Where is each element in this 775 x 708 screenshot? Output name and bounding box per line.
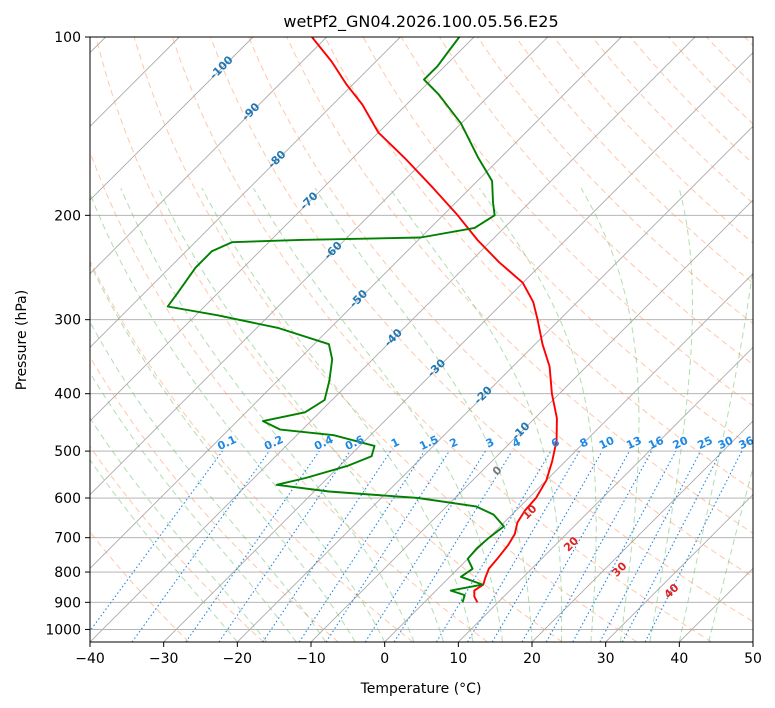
mixing-ratio-line bbox=[572, 450, 677, 642]
dewpoint-profile bbox=[166, 37, 505, 603]
mixing-ratio-line bbox=[491, 450, 603, 642]
moist-adiabat bbox=[120, 188, 415, 642]
isotherm-line bbox=[90, 37, 401, 348]
mixing-ratio-line bbox=[435, 450, 552, 642]
chart-title: wetPf2_GN04.2026.100.05.56.E25 bbox=[283, 12, 558, 32]
isotherm-line bbox=[605, 494, 753, 642]
isotherm-line bbox=[163, 52, 753, 642]
mixing-ratio-line bbox=[545, 450, 653, 642]
y-tick-label: 500 bbox=[54, 444, 81, 460]
y-tick-label: 600 bbox=[54, 491, 81, 507]
isotherm-line bbox=[90, 37, 327, 275]
mixing-ratio-line bbox=[325, 450, 450, 642]
mixing-ratio-line bbox=[393, 450, 513, 642]
dry-adiabat bbox=[248, 37, 753, 578]
isotherm-line bbox=[531, 420, 753, 642]
x-axis-label: Temperature (°C) bbox=[360, 681, 482, 697]
moist-adiabat bbox=[157, 187, 445, 642]
moist-adiabat bbox=[708, 465, 753, 642]
mixing-ratio-label: 10 bbox=[597, 434, 617, 452]
x-tick-label: −30 bbox=[149, 651, 179, 667]
y-tick-label: 400 bbox=[54, 387, 81, 403]
x-tick-label: 30 bbox=[597, 651, 615, 667]
mixing-ratio-line bbox=[218, 450, 351, 642]
moist-adiabat bbox=[479, 187, 597, 642]
isotherm-line bbox=[90, 37, 696, 642]
isotherm-line bbox=[90, 37, 254, 201]
x-tick-label: 0 bbox=[380, 651, 389, 667]
moist-adiabat bbox=[580, 187, 640, 642]
x-tick-label: −20 bbox=[223, 651, 253, 667]
mixing-ratio-label: 25 bbox=[695, 434, 714, 452]
x-tick-label: 50 bbox=[744, 651, 762, 667]
moist-adiabat bbox=[201, 187, 474, 642]
moist-adiabat bbox=[90, 321, 327, 642]
dry-adiabat bbox=[324, 37, 753, 491]
isotherm-line bbox=[90, 37, 548, 496]
x-tick-label: 20 bbox=[523, 651, 541, 667]
mixing-ratio-label: 30 bbox=[716, 434, 736, 452]
moist-adiabat bbox=[90, 459, 238, 642]
dry-adiabat bbox=[171, 37, 712, 642]
dry-adiabat bbox=[133, 37, 638, 642]
mixing-ratio-line bbox=[467, 450, 580, 642]
isotherm-line bbox=[752, 641, 753, 642]
y-tick-label: 300 bbox=[54, 313, 81, 329]
mixing-ratio-label: 13 bbox=[624, 434, 643, 452]
x-tick-label: 40 bbox=[670, 651, 688, 667]
x-tick-label: −10 bbox=[296, 651, 326, 667]
mixing-ratio-line bbox=[185, 450, 320, 642]
y-tick-label: 800 bbox=[54, 565, 81, 581]
x-tick-label: 10 bbox=[449, 651, 467, 667]
dry-adiabat bbox=[90, 356, 339, 642]
mixing-ratio-line bbox=[364, 450, 486, 642]
mixing-ratio-line bbox=[521, 450, 630, 642]
dry-adiabat bbox=[90, 445, 264, 642]
y-tick-label: 900 bbox=[54, 595, 81, 611]
dry-adiabat bbox=[210, 37, 753, 623]
dry-adiabat bbox=[95, 37, 563, 642]
mixing-ratio-label: 36 bbox=[737, 434, 757, 452]
y-tick-label: 1000 bbox=[45, 622, 81, 638]
moist-adiabat bbox=[90, 192, 386, 642]
series-layer bbox=[166, 37, 558, 603]
dry-adiabat bbox=[286, 37, 753, 534]
y-tick-label: 200 bbox=[54, 208, 81, 224]
mixing-ratio-label: 20 bbox=[671, 434, 691, 452]
grid-layer bbox=[90, 37, 753, 642]
isotherm-line bbox=[90, 37, 475, 422]
dry-adiabat bbox=[515, 37, 753, 284]
plot-frame bbox=[89, 36, 754, 643]
dry-adiabat bbox=[90, 259, 414, 642]
plot-background bbox=[90, 37, 753, 642]
temperature-profile bbox=[311, 37, 558, 603]
x-tick-label: −40 bbox=[75, 651, 105, 667]
mixing-ratio-label: 16 bbox=[646, 434, 666, 452]
moist-adiabat bbox=[678, 263, 753, 642]
y-tick-label: 100 bbox=[54, 30, 81, 46]
isotherm-line bbox=[458, 346, 753, 642]
moist-adiabat bbox=[90, 262, 356, 642]
moist-adiabat bbox=[389, 187, 563, 642]
isotherm-line bbox=[90, 37, 622, 569]
moist-adiabat bbox=[649, 188, 693, 642]
y-axis-label: Pressure (hPa) bbox=[14, 290, 30, 390]
axes-layer: −40 −30 −20 −10 0 10 20 30 40 50 100 200 300 400 500 60… bbox=[45, 30, 762, 667]
y-tick-label: 700 bbox=[54, 531, 81, 547]
isotherm-line bbox=[237, 125, 753, 642]
